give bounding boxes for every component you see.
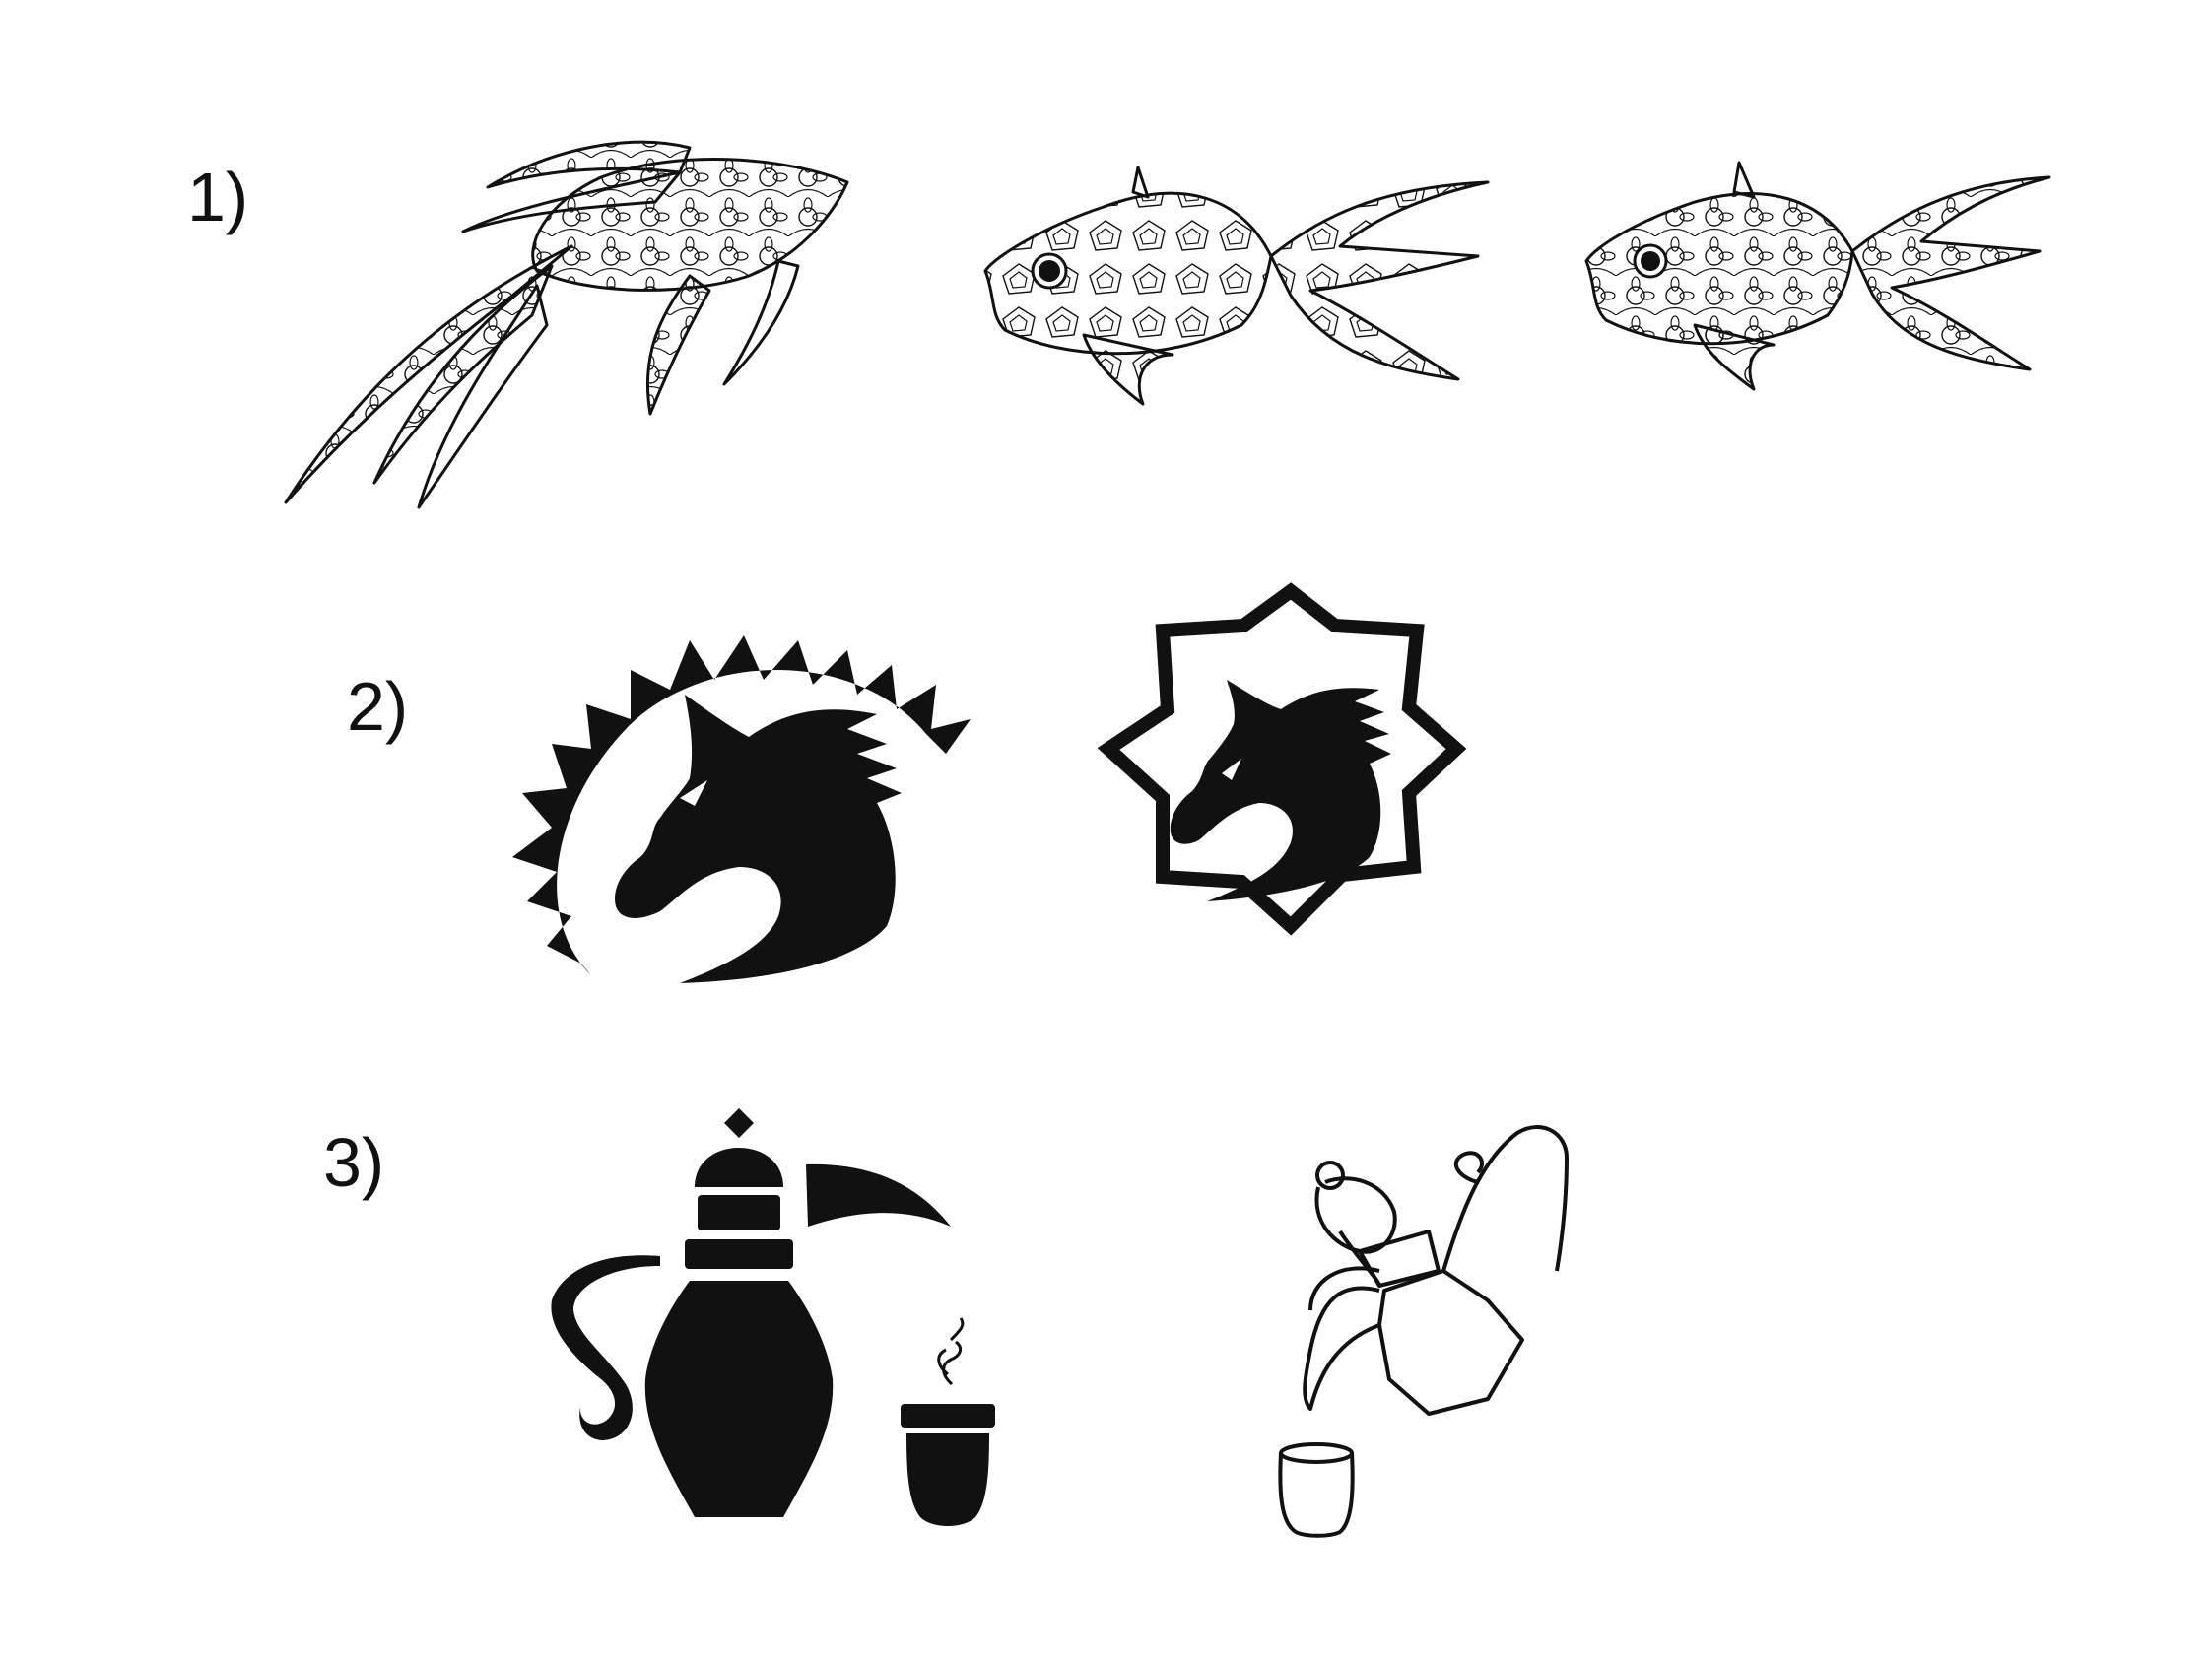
dallah-coffee-pot-outline-icon: [1303, 1125, 1569, 1416]
dallah-coffee-pot-solid-icon: [551, 1108, 951, 1517]
row-label-3: 3): [323, 1124, 385, 1201]
betta-fish-icon: [284, 140, 849, 509]
coffee-cup-steam-icon: [901, 1317, 995, 1526]
goldfish-geometric-icon: [983, 166, 1490, 406]
row-label-1: 1): [187, 159, 249, 235]
cup-outline-icon: [1278, 1442, 1355, 1538]
goldfish-floral-icon: [1584, 161, 2051, 391]
horse-head-sun-emblem-icon: [512, 635, 971, 983]
horse-head-star-badge-icon: [1097, 582, 1467, 936]
row-label-2: 2): [347, 668, 409, 745]
